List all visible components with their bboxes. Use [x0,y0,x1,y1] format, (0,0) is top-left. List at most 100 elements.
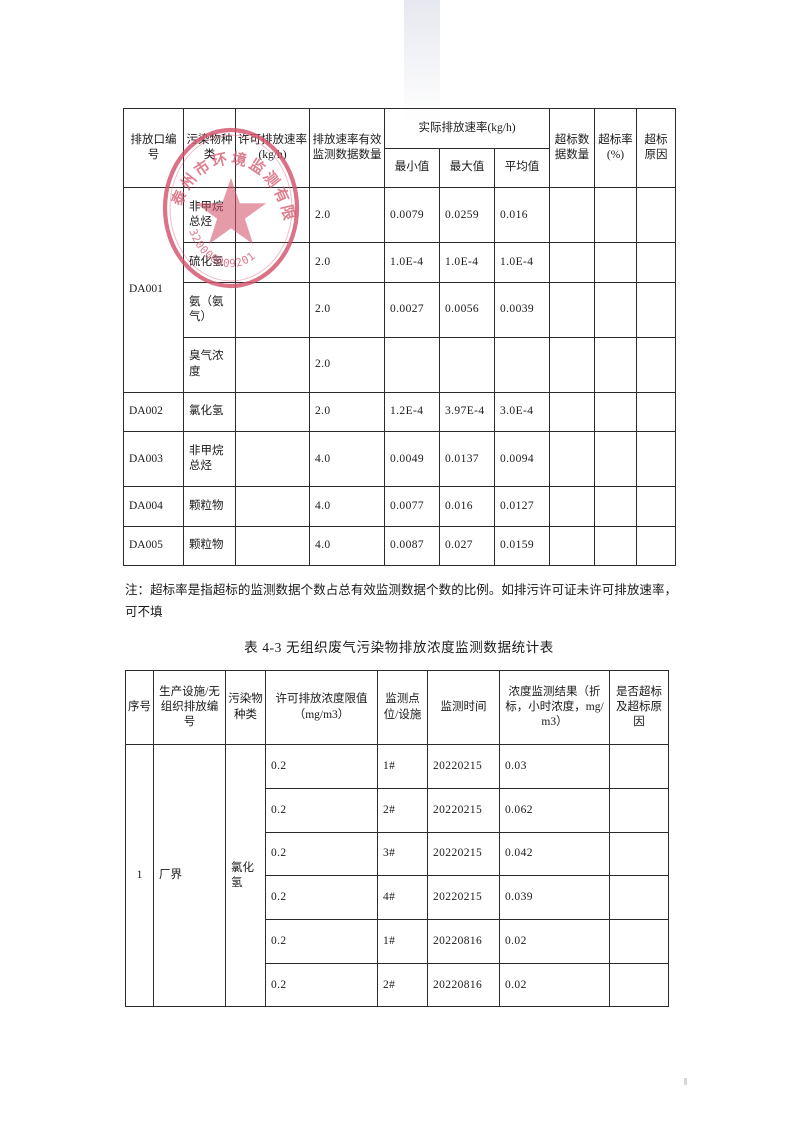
cell-exceed-reason [636,242,677,283]
header-exceed-reason: 超标原因 [636,107,677,189]
cell-result: 0.039 [499,875,610,921]
header-actual-rate: 实际排放速率(kg/h) [383,108,551,149]
cell-exceed-rate [594,336,638,393]
cell-point: 2# [377,787,428,833]
cell-point: 1# [377,919,428,964]
fugitive-header-row: 序号 生产设施/无组织排放编号 污染物种类 许可排放浓度限值（mg/m3） 监测点位/设… [125,669,669,746]
header-pollutant: 污染物种类 [183,107,236,189]
cell-exceed [609,962,669,1008]
cell-pollutant: 颗粒物 [183,486,236,527]
cell-limit: 0.2 [265,875,378,921]
header-exceed: 是否超标及超标原因 [609,669,669,746]
cell-pollutant: 臭气浓度 [183,336,236,393]
cell-result: 0.03 [499,744,610,789]
cell-actual-avg [493,336,551,393]
cell-actual-max [439,336,495,393]
cell-actual-max: 0.0056 [439,281,495,338]
fugitive-data-row: 1 厂界 氯化氢 0.2 1# 20220215 0.03 [125,744,669,1008]
cell-actual-avg: 0.0094 [493,431,551,488]
fugitive-data-row: 0.2 4# 20220215 0.039 [126,875,669,921]
cell-permit-rate [235,242,310,283]
cell-time: 20220816 [427,962,500,1008]
cell-exceed-rate [594,391,638,433]
header-limit: 许可排放浓度限值（mg/m3） [265,669,378,746]
cell-facility: 厂界 [153,744,226,1008]
header-facility: 生产设施/无组织排放编号 [153,669,226,746]
cell-exceed-rate [594,281,638,338]
cell-time: 20220215 [427,787,500,833]
cell-permit-rate [235,486,310,527]
fugitive-data-row: 0.2 2# 20220215 0.062 [126,787,669,833]
emission-rate-table: 排放口编号 污染物种类 许可排放速率(kg/h) 排放速率有效监测数据数量 实际排放速率… [123,107,677,567]
cell-exceed-rate [594,187,638,244]
cell-valid-count: 4.0 [309,525,385,567]
cell-permit-rate [235,431,310,488]
cell-exceed-count [549,336,596,393]
cell-time: 20220816 [427,919,500,964]
cell-exceed-count [549,391,596,433]
emission-data-row: DA003 非甲烷总烃 4.0 0.0049 0.0137 0.0094 [123,431,677,488]
cell-time: 20220215 [427,744,500,789]
cell-exceed-reason [636,336,677,393]
emission-data-row: DA001 非甲烷总烃 2.0 0.0079 0.0259 0.016 [123,187,677,393]
cell-actual-max: 1.0E-4 [439,242,495,283]
cell-exceed [609,787,669,833]
cell-outlet-no: DA005 [123,525,184,567]
cell-exceed-count [549,431,596,488]
cell-permit-rate [235,525,310,567]
cell-pollutant: 颗粒物 [183,525,236,567]
cell-exceed-reason [636,391,677,433]
cell-result: 0.02 [499,962,610,1008]
header-permit-rate: 许可排放速率(kg/h) [235,107,310,189]
cell-exceed-count [549,242,596,283]
cell-exceed-reason [636,486,677,527]
header-outlet-no: 排放口编号 [123,107,184,189]
cell-actual-max: 0.0259 [439,187,495,244]
scan-artifact-fleck [684,1078,687,1085]
header-exceed-count: 超标数据数量 [549,107,596,189]
cell-permit-rate [235,187,310,244]
cell-limit: 0.2 [265,831,378,877]
cell-result: 0.062 [499,787,610,833]
emission-data-row: DA005 颗粒物 4.0 0.0087 0.027 0.0159 [123,525,677,567]
cell-pollutant: 氯化氢 [225,744,266,1008]
cell-permit-rate [235,336,310,393]
fugitive-data-row: 0.2 3# 20220215 0.042 [126,831,669,877]
cell-point: 4# [377,875,428,921]
cell-actual-max: 0.027 [439,525,495,567]
table-43-caption: 表 4-3 无组织废气污染物排放浓度监测数据统计表 [244,640,554,655]
cell-actual-avg: 1.0E-4 [493,242,551,283]
cell-actual-avg: 0.0159 [493,525,551,567]
emission-data-row: 硫化氢 2.0 1.0E-4 1.0E-4 1.0E-4 [124,242,677,283]
cell-valid-count: 2.0 [309,187,385,244]
emission-data-row: DA004 颗粒物 4.0 0.0077 0.016 0.0127 [123,486,677,527]
fugitive-emission-table: 序号 生产设施/无组织排放编号 污染物种类 许可排放浓度限值（mg/m3） 监测点位/设… [125,669,669,1008]
cell-limit: 0.2 [265,919,378,964]
cell-exceed [609,831,669,877]
cell-valid-count: 2.0 [309,336,385,393]
cell-exceed-count [549,486,596,527]
cell-result: 0.042 [499,831,610,877]
cell-actual-min: 1.0E-4 [384,242,440,283]
cell-exceed-rate [594,486,638,527]
cell-valid-count: 2.0 [309,281,385,338]
cell-actual-avg: 0.016 [493,187,551,244]
cell-point: 2# [377,962,428,1008]
cell-outlet-no: DA004 [123,486,184,527]
cell-valid-count: 2.0 [309,242,385,283]
cell-actual-min: 0.0077 [384,486,440,527]
cell-exceed-reason [636,187,677,244]
header-exceed-rate: 超标率(%) [594,107,638,189]
cell-exceed-count [549,525,596,567]
cell-actual-max: 0.0137 [439,431,495,488]
cell-exceed-count [549,281,596,338]
cell-exceed [609,875,669,921]
emission-data-row: 臭气浓度 2.0 [124,336,677,393]
cell-actual-min: 1.2E-4 [384,391,440,433]
cell-actual-min: 0.0087 [384,525,440,567]
header-result: 浓度监测结果（折标，小时浓度，mg/m3） [499,669,610,746]
cell-exceed-rate [594,242,638,283]
header-seq: 序号 [125,669,154,746]
cell-seq: 1 [125,744,154,1008]
